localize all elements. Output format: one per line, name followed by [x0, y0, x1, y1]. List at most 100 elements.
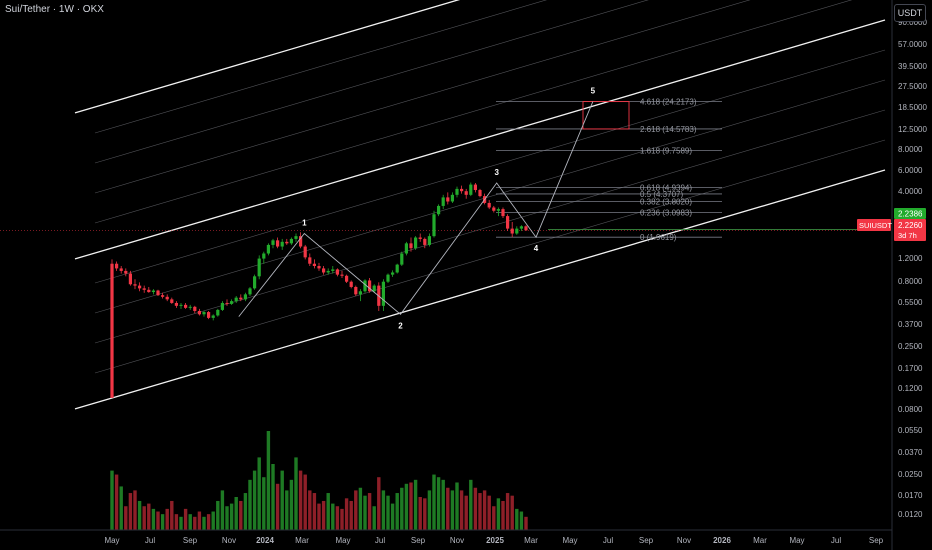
candle-body	[299, 236, 303, 247]
candle-body	[156, 290, 160, 296]
candle-body	[253, 276, 257, 289]
candle-body	[496, 209, 500, 211]
candle-body	[446, 197, 450, 202]
price-tick-label: 57.0000	[898, 40, 927, 49]
time-tick-label: Jul	[831, 536, 841, 545]
volume-bar	[390, 503, 395, 530]
candle-body	[510, 228, 514, 234]
time-tick-label: Mar	[524, 536, 538, 545]
volume-bar	[271, 464, 275, 530]
candle-body	[492, 207, 496, 211]
candle-body	[289, 238, 293, 244]
candle-body	[312, 263, 316, 267]
candle-body	[110, 263, 114, 398]
price-tick-label: 0.5500	[898, 298, 923, 307]
candle-body	[165, 296, 169, 300]
candle-body	[216, 309, 220, 316]
price-tick-label: 90.0000	[898, 18, 927, 27]
fib-level-label: 2.618 (14.5783)	[640, 125, 697, 134]
candle-body	[276, 240, 280, 247]
currency-button[interactable]: USDT	[894, 4, 926, 22]
wave-label: 4	[534, 244, 539, 253]
volume-bar	[321, 500, 326, 530]
volume-bar	[317, 503, 321, 530]
volume-bar	[354, 490, 358, 530]
volume-bar	[275, 483, 280, 530]
candle-body	[391, 272, 395, 275]
time-tick-label: Nov	[222, 536, 236, 545]
candle-body	[437, 205, 441, 215]
volume-bar	[487, 495, 491, 530]
candle-body	[179, 304, 183, 306]
time-tick-label: Jul	[375, 536, 385, 545]
time-tick-label: Sep	[411, 536, 426, 545]
candle-body	[519, 226, 523, 229]
symbol-text: SUIUSDT	[859, 221, 892, 230]
candle-body	[331, 269, 335, 271]
volume-bar	[151, 508, 156, 530]
candle-body	[285, 241, 289, 244]
candle-body	[460, 188, 464, 192]
volume-bar	[367, 493, 372, 530]
volume-bar	[225, 506, 229, 530]
candle-body	[225, 302, 229, 304]
volume-bar	[110, 470, 114, 530]
price-tick-label: 0.1700	[898, 364, 923, 373]
channel-lower-line	[74, 169, 886, 410]
candle-body	[161, 295, 165, 297]
volume-bar	[340, 508, 344, 530]
price-tick-label: 6.0000	[898, 166, 923, 175]
candle-body	[335, 269, 339, 275]
candle-body	[432, 214, 436, 237]
candle-body	[239, 297, 243, 300]
candle-body	[266, 244, 270, 254]
volume-bar	[229, 503, 234, 530]
volume-bar	[179, 516, 183, 530]
price-tick-label: 0.2500	[898, 342, 923, 351]
candle-body	[478, 190, 482, 197]
countdown-text: 3d 7h	[898, 231, 917, 240]
candle-body	[308, 257, 312, 264]
fib-level-label: 0.236 (3.0983)	[640, 209, 692, 218]
time-tick-label: Jul	[603, 536, 613, 545]
price-tick-label: 0.3700	[898, 320, 923, 329]
volume-bar	[404, 483, 409, 530]
volume-bar	[482, 490, 487, 530]
volume-bar	[432, 474, 436, 530]
candle-body	[506, 216, 510, 229]
fib-level-label: 4.618 (24.2173)	[640, 98, 697, 107]
candle-body	[138, 285, 142, 289]
candle-body	[441, 197, 445, 206]
time-tick-label: May	[104, 536, 119, 545]
volume-bar	[335, 506, 340, 530]
current-price-text: 2.2260	[898, 221, 923, 230]
volume-bar	[349, 500, 353, 530]
candle-body	[515, 228, 519, 234]
price-tick-label: 27.5000	[898, 82, 927, 91]
candle-body	[404, 243, 408, 254]
time-tick-label: Sep	[183, 536, 198, 545]
volume-bar	[156, 511, 160, 530]
volume-bar	[193, 516, 197, 530]
candle-body	[450, 194, 454, 202]
current-price-badge	[894, 219, 926, 241]
channel-middle-line	[74, 19, 886, 260]
volume-bar	[492, 506, 496, 530]
volume-bar	[312, 493, 317, 530]
wave-label: 3	[494, 168, 499, 177]
candle-body	[207, 312, 211, 318]
candle-body	[358, 291, 362, 295]
candle-body	[202, 312, 206, 315]
target-box	[582, 101, 630, 130]
volume-bar	[114, 474, 119, 530]
candle-body	[271, 240, 275, 245]
volume-bar	[188, 514, 192, 530]
volume-bar	[202, 516, 206, 530]
price-tick-label: 0.1200	[898, 384, 923, 393]
volume-bar	[289, 479, 294, 530]
price-tick-label: 1.2000	[898, 254, 923, 263]
candle-body	[151, 290, 155, 293]
volume-bar	[473, 487, 478, 530]
volume-bar	[395, 493, 399, 530]
